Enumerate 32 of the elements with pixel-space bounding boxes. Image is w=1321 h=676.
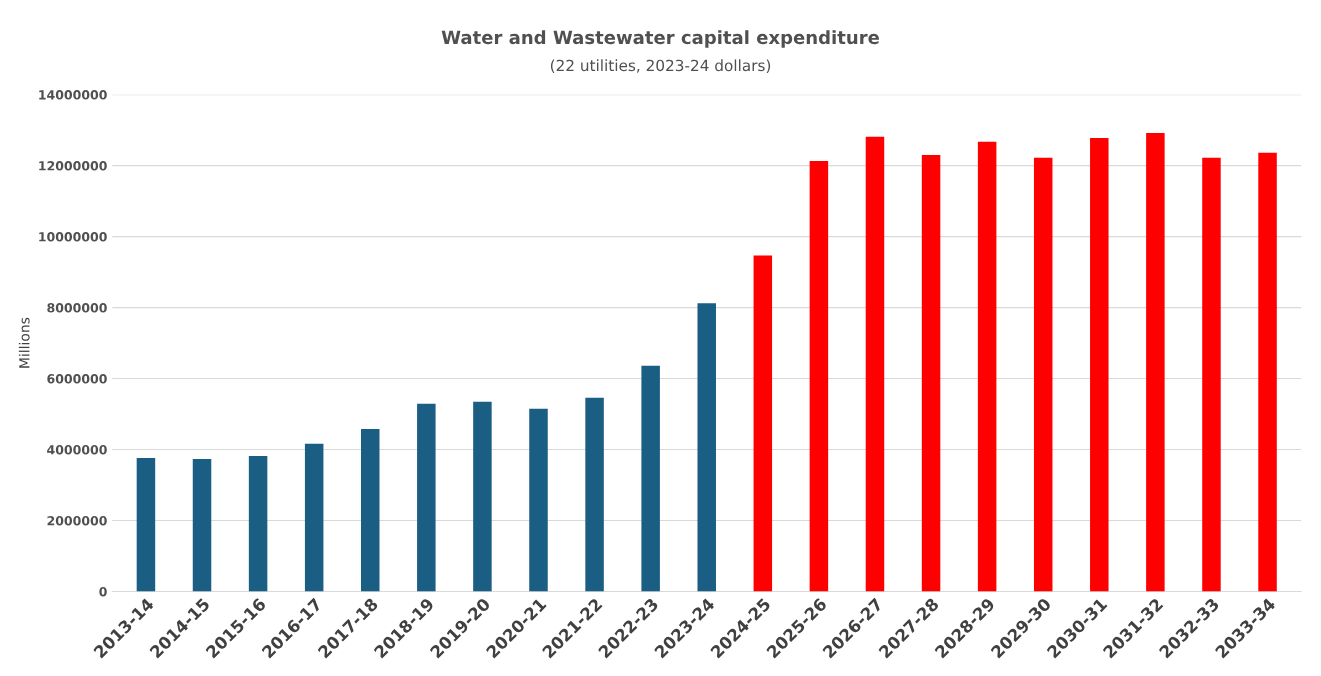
bar xyxy=(248,455,268,592)
bar xyxy=(865,136,885,592)
bar xyxy=(417,403,436,592)
y-tick-label: 10000000 xyxy=(39,232,107,242)
y-tick-label: 14000000 xyxy=(39,90,107,100)
bar xyxy=(529,408,548,592)
bar xyxy=(192,459,212,592)
bar xyxy=(136,458,156,592)
y-tick-label: 6000000 xyxy=(47,374,107,384)
bar xyxy=(697,303,716,592)
bar xyxy=(1090,137,1109,592)
bar xyxy=(473,401,492,592)
y-tick-label: 12000000 xyxy=(39,161,107,171)
bar xyxy=(1258,152,1277,592)
chart-subtitle: (22 utilities, 2023-24 dollars) xyxy=(550,59,771,73)
bar xyxy=(361,428,380,592)
bar xyxy=(641,365,660,592)
bar xyxy=(977,141,997,592)
bar xyxy=(809,161,829,592)
bar xyxy=(921,154,941,592)
bar xyxy=(1202,157,1221,592)
bar xyxy=(585,397,604,592)
y-tick-label: 2000000 xyxy=(47,515,107,526)
bar xyxy=(1146,132,1165,592)
bar xyxy=(753,255,773,592)
y-tick-label: 4000000 xyxy=(47,445,107,455)
y-tick-label: 8000000 xyxy=(47,303,107,313)
chart-title: Water and Wastewater capital expenditure xyxy=(441,30,879,48)
y-tick-label: 0 xyxy=(99,586,107,597)
bar xyxy=(304,443,324,592)
bar xyxy=(1033,157,1053,592)
y-axis-title: Millions xyxy=(18,317,30,368)
